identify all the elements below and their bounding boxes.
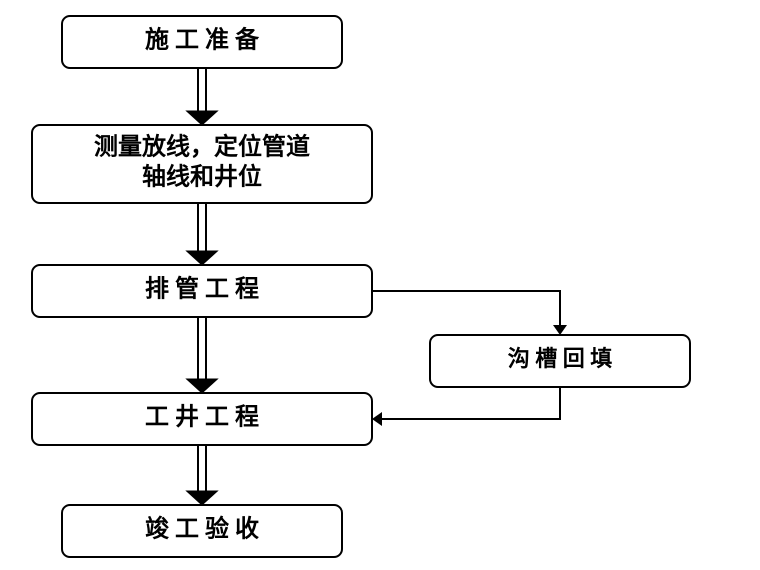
flow-node: 施 工 准 备 xyxy=(62,16,342,68)
flow-node: 测量放线，定位管道轴线和井位 xyxy=(32,125,372,203)
flow-node-label: 工 井 工 程 xyxy=(145,404,259,431)
nodes-group: 施 工 准 备测量放线，定位管道轴线和井位排 管 工 程沟 槽 回 填工 井 工… xyxy=(32,16,690,557)
flow-node-label: 测量放线，定位管道 xyxy=(94,133,310,161)
flow-node: 排 管 工 程 xyxy=(32,265,372,317)
arrowhead-icon xyxy=(187,379,218,393)
arrowhead-icon xyxy=(187,251,218,265)
arrowhead-icon xyxy=(187,111,218,125)
arrowhead-icon xyxy=(187,491,218,505)
flow-node: 工 井 工 程 xyxy=(32,393,372,445)
flow-node-label: 施 工 准 备 xyxy=(145,26,260,54)
flow-node-label: 竣 工 验 收 xyxy=(145,515,259,543)
flow-node: 沟 槽 回 填 xyxy=(430,335,690,387)
arrowhead-icon xyxy=(553,325,567,335)
edge-line xyxy=(372,291,560,333)
flow-node-label: 轴线和井位 xyxy=(142,163,262,191)
flowchart-canvas: 施 工 准 备测量放线，定位管道轴线和井位排 管 工 程沟 槽 回 填工 井 工… xyxy=(0,0,760,570)
flow-node-label: 排 管 工 程 xyxy=(145,275,259,303)
flow-node-label: 沟 槽 回 填 xyxy=(508,346,613,371)
edge-line xyxy=(374,387,560,419)
flow-node: 竣 工 验 收 xyxy=(62,505,342,557)
arrowhead-icon xyxy=(372,412,382,426)
